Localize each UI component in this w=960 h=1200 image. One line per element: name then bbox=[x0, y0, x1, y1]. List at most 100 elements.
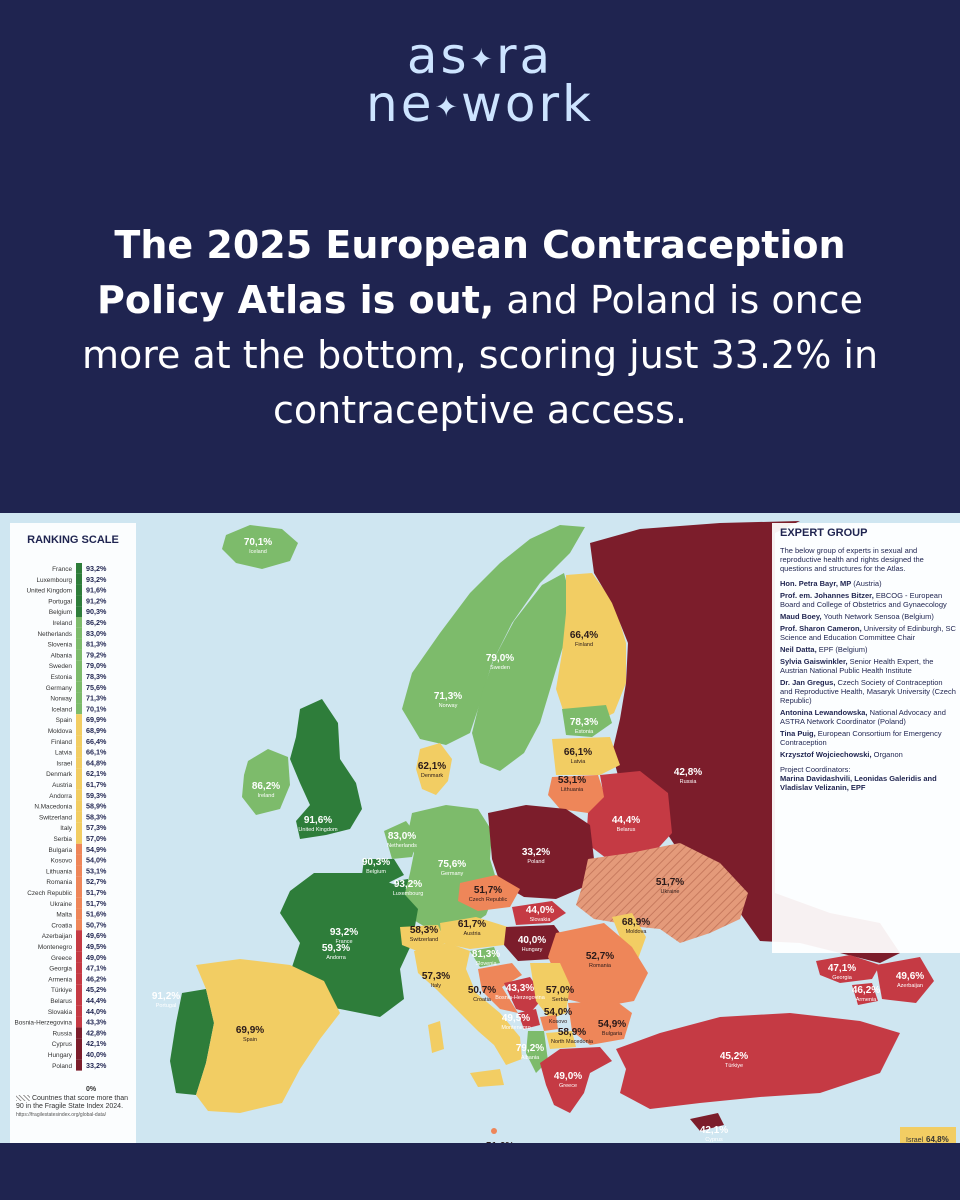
ranking-value: 91,6% bbox=[86, 586, 107, 595]
bottom-strip bbox=[0, 1143, 960, 1200]
country-spain bbox=[196, 959, 340, 1113]
ranking-color-bar bbox=[76, 649, 82, 661]
map-country-label: Serbia bbox=[552, 997, 569, 1003]
ranking-value: 69,9% bbox=[86, 715, 107, 724]
map-country-label: Armenia bbox=[856, 997, 877, 1003]
ranking-color-bar bbox=[76, 876, 82, 887]
map-country-label: Sweden bbox=[490, 665, 510, 671]
expert-group-intro: The below group of experts in sexual and… bbox=[780, 546, 924, 573]
ranking-color-bar bbox=[76, 973, 82, 985]
ranking-value: 42,8% bbox=[86, 1028, 107, 1037]
ranking-country: Israel bbox=[56, 760, 72, 767]
map-value-label: 58,9% bbox=[558, 1027, 586, 1038]
ranking-value: 86,2% bbox=[86, 618, 107, 627]
ranking-country: Malta bbox=[56, 912, 72, 919]
ranking-country: Ukraine bbox=[50, 901, 72, 908]
map-country-label: Azerbaijan bbox=[897, 983, 923, 989]
map-country-label: Ireland bbox=[258, 793, 275, 799]
ranking-country: Denmark bbox=[46, 771, 73, 778]
expert-role: Organon bbox=[873, 750, 903, 759]
ranking-color-bar bbox=[76, 865, 82, 877]
ranking-value: 91,2% bbox=[86, 596, 107, 605]
country-czech bbox=[458, 875, 520, 911]
ranking-color-bar bbox=[76, 919, 82, 931]
ranking-value: 49,0% bbox=[86, 953, 107, 962]
map-country-label: Ukraine bbox=[661, 889, 680, 895]
ranking-color-bar bbox=[76, 962, 82, 974]
map-country-label: Türkiye bbox=[725, 1063, 743, 1069]
country-portugal bbox=[170, 989, 214, 1095]
ranking-value: 43,3% bbox=[86, 1018, 107, 1027]
ranking-color-bar bbox=[76, 1016, 82, 1028]
ranking-country: Türkiye bbox=[51, 987, 72, 994]
ranking-color-bar bbox=[76, 779, 82, 790]
ranking-country: Norway bbox=[50, 696, 72, 703]
expert-name: Prof. Sharon Cameron, bbox=[780, 624, 864, 633]
ranking-color-bar bbox=[76, 1027, 82, 1039]
map-country-label: United Kingdom bbox=[298, 827, 338, 833]
ranking-color-bar bbox=[76, 671, 82, 682]
map-country-label: Moldova bbox=[626, 929, 648, 935]
ranking-country: Portugal bbox=[48, 598, 72, 605]
map-value-label: 91,2% bbox=[152, 991, 180, 1002]
map-value-label: 50,7% bbox=[468, 985, 496, 996]
map-country-label: Norway bbox=[439, 703, 458, 709]
ranking-color-bar bbox=[76, 833, 82, 844]
country-ireland bbox=[242, 749, 290, 815]
ranking-color-bar bbox=[76, 714, 82, 725]
ranking-color-bar bbox=[76, 595, 82, 607]
map-value-label: 43,3% bbox=[506, 983, 534, 994]
ranking-value: 64,8% bbox=[86, 758, 107, 767]
ranking-value: 58,3% bbox=[86, 812, 107, 821]
ranking-color-bar bbox=[76, 746, 82, 758]
map-country-label: Switzerland bbox=[410, 937, 438, 943]
ranking-color-bar bbox=[76, 930, 82, 941]
map-value-label: 53,1% bbox=[558, 775, 586, 786]
ranking-value: 93,2% bbox=[86, 564, 107, 573]
ranking-country: Albania bbox=[51, 652, 73, 659]
country-malta bbox=[491, 1128, 497, 1134]
headline-regular: and Poland is once more at the bottom, s… bbox=[81, 278, 879, 432]
ranking-country: Romania bbox=[46, 879, 72, 886]
ranking-color-bar bbox=[76, 703, 82, 715]
ranking-value: 66,4% bbox=[86, 737, 107, 746]
map-country-label: Portugal bbox=[156, 1003, 177, 1009]
ranking-scale-panel: RANKING SCALE France 93,2% Luxembourg 93,2%… bbox=[10, 523, 136, 1143]
ranking-value: 45,2% bbox=[86, 985, 107, 994]
ranking-value: 54,0% bbox=[86, 856, 107, 865]
map-country-label: Poland bbox=[527, 859, 544, 865]
ranking-color-bar bbox=[76, 573, 82, 585]
ranking-value: 52,7% bbox=[86, 877, 107, 886]
map-country-label: Cyprus bbox=[705, 1137, 723, 1143]
ranking-country: Slovenia bbox=[47, 642, 72, 649]
ranking-color-bar bbox=[76, 1038, 82, 1049]
country-finland bbox=[556, 573, 626, 725]
hatch-legend-url[interactable]: https://fragilestatesindex.org/global-da… bbox=[16, 1112, 107, 1118]
country-montenegro bbox=[518, 1009, 540, 1029]
map-country-label: Georgia bbox=[832, 975, 853, 981]
ranking-value: 66,1% bbox=[86, 748, 107, 757]
ranking-value: 70,1% bbox=[86, 704, 107, 713]
ranking-value: 81,3% bbox=[86, 640, 107, 649]
country-bulgaria bbox=[568, 1001, 632, 1045]
map-country-label: Belgium bbox=[366, 869, 386, 875]
country-belarus bbox=[586, 771, 672, 861]
map-value-label: 93,2% bbox=[394, 879, 422, 890]
map-value-label: 42,1% bbox=[700, 1125, 728, 1136]
ranking-color-bar bbox=[76, 660, 82, 671]
map-value-label: 49,5% bbox=[502, 1013, 530, 1024]
map-country-label: Austria bbox=[463, 931, 481, 937]
ranking-country: Finland bbox=[51, 739, 72, 746]
ranking-color-bar bbox=[76, 1049, 82, 1060]
expert-member: Neil Datta, EPF (Belgium) bbox=[780, 645, 956, 654]
ranking-value: 51,7% bbox=[86, 888, 107, 897]
map-country-label: Croatia bbox=[473, 997, 492, 1003]
map-value-label: 44,4% bbox=[612, 815, 640, 826]
israel-box-value: 64,8% bbox=[926, 1135, 949, 1144]
map-country-label: Russia bbox=[680, 779, 698, 785]
ranking-value: 42,1% bbox=[86, 1039, 107, 1048]
country-estonia bbox=[562, 705, 612, 737]
map-country-label: France bbox=[335, 939, 352, 945]
ranking-country: Slovakia bbox=[48, 1009, 73, 1016]
map-country-label: Bosnia-Herzegovina bbox=[495, 995, 545, 1001]
